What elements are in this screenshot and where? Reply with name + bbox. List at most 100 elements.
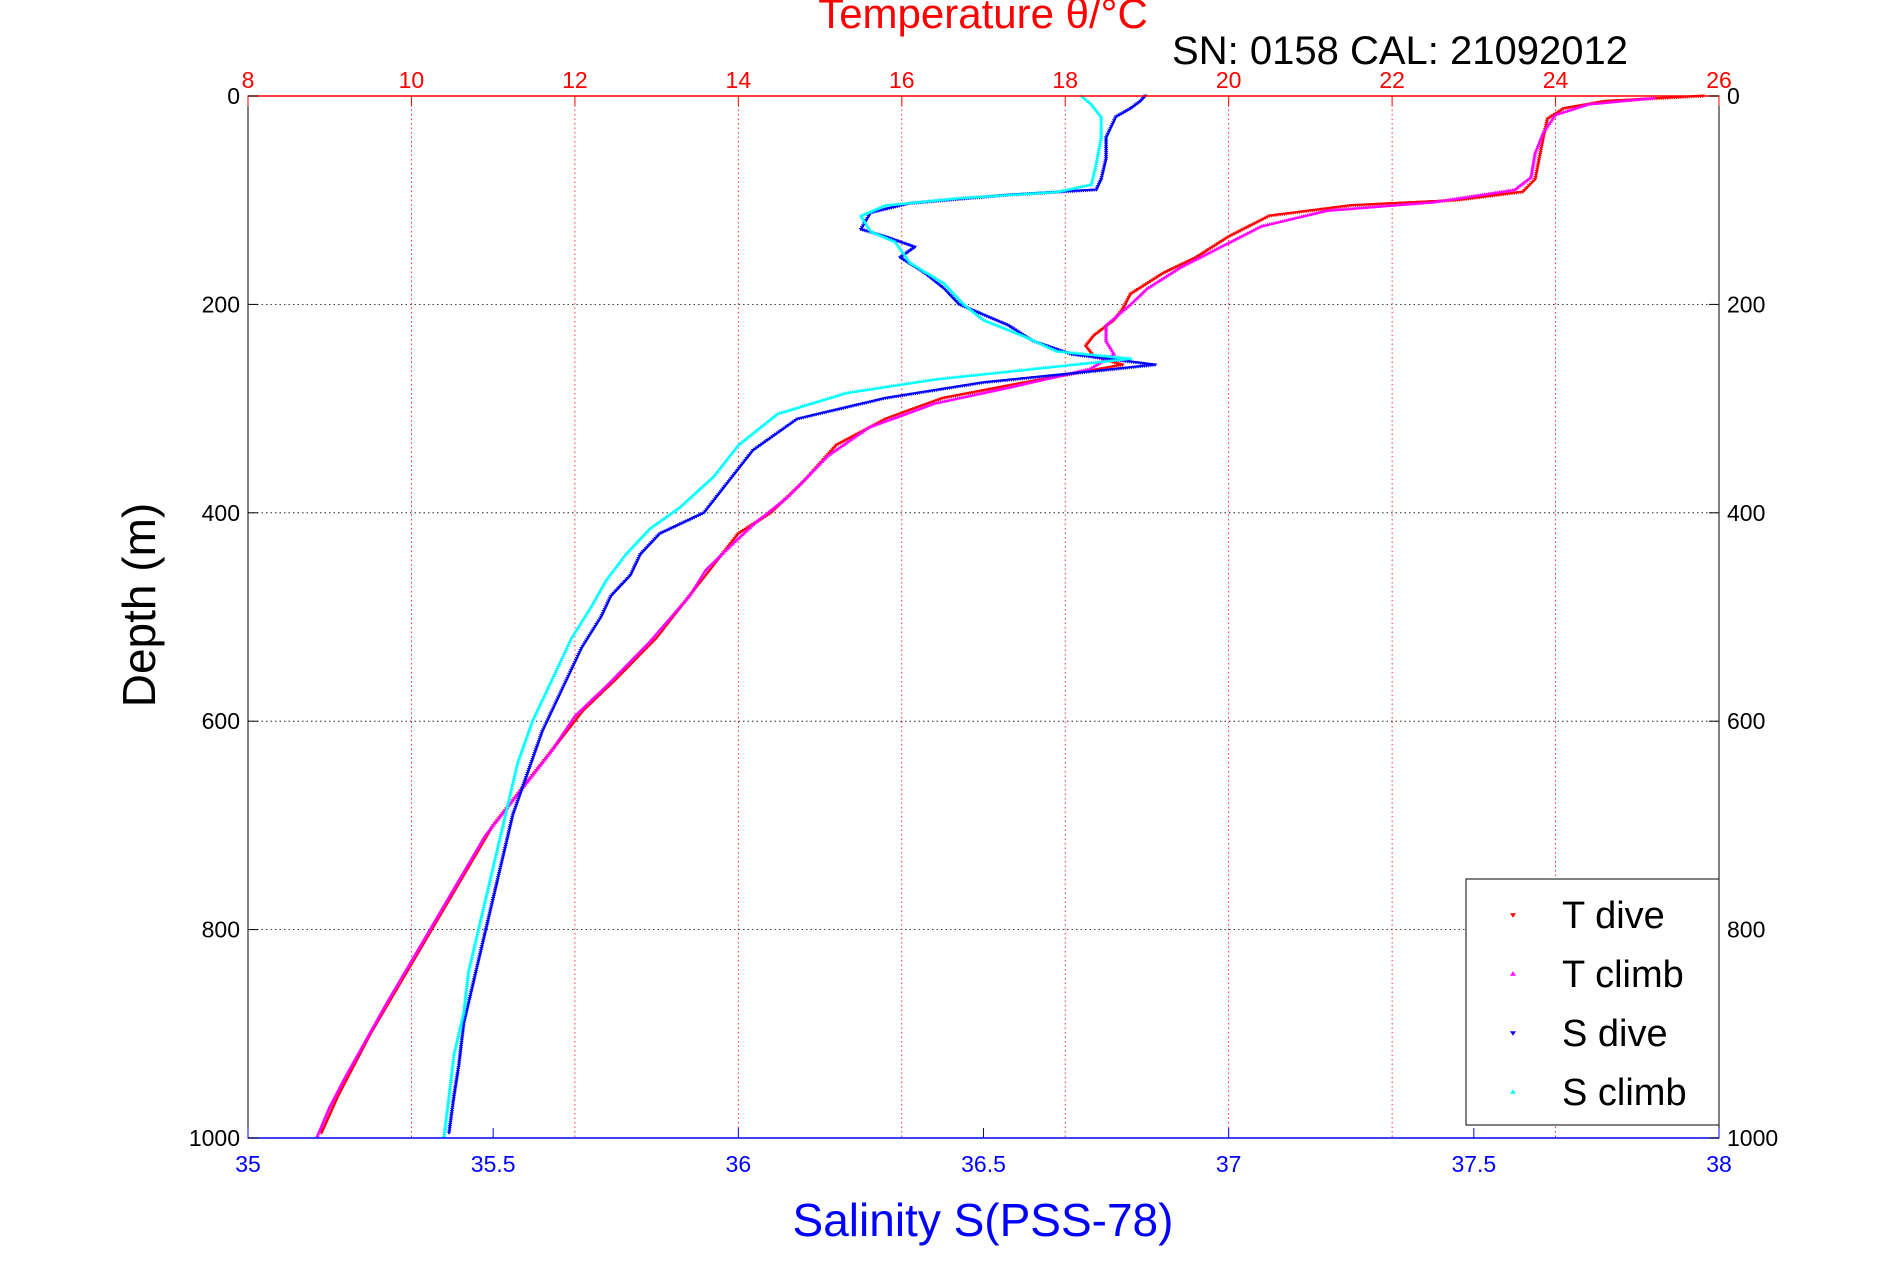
data-marker [454, 1076, 460, 1080]
y-tick-label: 600 [202, 708, 240, 734]
data-marker [518, 750, 524, 755]
data-marker [448, 1079, 453, 1084]
data-marker [999, 321, 1005, 325]
data-marker [590, 628, 596, 632]
data-marker [1098, 127, 1104, 131]
data-marker [497, 838, 502, 842]
data-marker [556, 694, 562, 698]
data-marker [684, 519, 689, 523]
data-marker [694, 515, 699, 519]
data-marker [454, 1040, 460, 1044]
data-marker [449, 1075, 454, 1079]
data-marker [1103, 148, 1109, 153]
data-marker [478, 951, 483, 955]
data-marker [837, 441, 843, 446]
data-marker [450, 1103, 455, 1107]
data-marker [1261, 217, 1266, 221]
data-marker [557, 692, 563, 696]
data-marker [489, 905, 494, 909]
data-marker [1537, 155, 1542, 159]
data-marker [514, 762, 520, 767]
data-marker [1103, 157, 1109, 161]
data-marker [492, 888, 498, 892]
axis-ticks: 0 0 200 200 400 400 600 600 800 800 1000 1000 8 10 12 1… [189, 67, 1778, 1177]
data-marker [843, 438, 849, 443]
data-marker [1168, 268, 1174, 272]
data-marker [450, 1105, 455, 1110]
chart-title: Temperature θ/°C [818, 0, 1148, 37]
data-marker [513, 805, 518, 810]
data-marker [519, 748, 525, 753]
data-marker [467, 994, 473, 999]
data-marker [490, 897, 496, 901]
data-marker [515, 760, 520, 765]
data-marker [457, 1053, 463, 1057]
data-marker [497, 835, 503, 840]
data-marker [504, 838, 510, 842]
data-marker [463, 1011, 469, 1015]
data-marker [986, 315, 991, 319]
data-marker [324, 1119, 329, 1124]
data-marker [487, 879, 492, 883]
data-marker [480, 910, 485, 915]
data-marker [443, 1119, 449, 1123]
data-marker [1103, 146, 1109, 151]
data-marker [1539, 142, 1545, 146]
data-marker [550, 708, 555, 712]
data-marker [482, 934, 487, 938]
data-marker [446, 1096, 451, 1100]
data-marker [582, 641, 588, 645]
data-marker [637, 555, 642, 559]
data-marker [997, 320, 1003, 324]
data-marker [1122, 110, 1128, 114]
data-marker [526, 729, 532, 733]
data-marker [956, 303, 962, 307]
data-marker [463, 990, 469, 994]
data-marker [1103, 153, 1109, 157]
data-marker [499, 829, 504, 833]
data-marker [1534, 167, 1540, 171]
data-marker [847, 436, 852, 441]
data-marker [521, 781, 527, 786]
data-marker [507, 796, 512, 800]
data-marker [453, 1082, 459, 1086]
data-marker [673, 525, 678, 529]
data-marker [466, 999, 472, 1003]
data-marker [572, 660, 578, 665]
data-marker [443, 1121, 448, 1125]
data-marker [539, 732, 544, 736]
data-marker [502, 817, 507, 821]
data-marker [1267, 214, 1272, 218]
data-marker [500, 823, 506, 827]
legend-box [1465, 878, 1720, 1126]
data-marker [478, 917, 484, 921]
data-marker [1098, 125, 1104, 129]
data-marker [1236, 230, 1241, 234]
data-marker [460, 1028, 466, 1032]
data-marker [690, 516, 695, 521]
data-marker [692, 516, 697, 520]
data-marker [475, 963, 480, 968]
data-marker [527, 766, 532, 770]
data-marker [467, 997, 472, 1001]
data-marker [1240, 228, 1245, 232]
x-top-tick-label: 26 [1706, 67, 1732, 93]
data-marker [488, 875, 493, 879]
data-marker [608, 594, 614, 599]
legend: T dive T climb S dive S climb [1465, 878, 1720, 1126]
data-marker [494, 848, 500, 852]
data-marker [448, 1077, 454, 1081]
data-marker [1103, 333, 1109, 337]
data-marker [501, 821, 506, 825]
data-marker [476, 957, 482, 961]
data-marker [680, 521, 686, 525]
data-marker [457, 1029, 462, 1034]
data-marker [485, 890, 490, 894]
data-marker [504, 806, 510, 811]
data-marker [571, 662, 577, 667]
data-marker [1100, 169, 1106, 174]
data-marker [1103, 142, 1109, 146]
data-marker [1124, 109, 1130, 113]
data-marker [580, 645, 585, 649]
data-marker [578, 648, 583, 653]
